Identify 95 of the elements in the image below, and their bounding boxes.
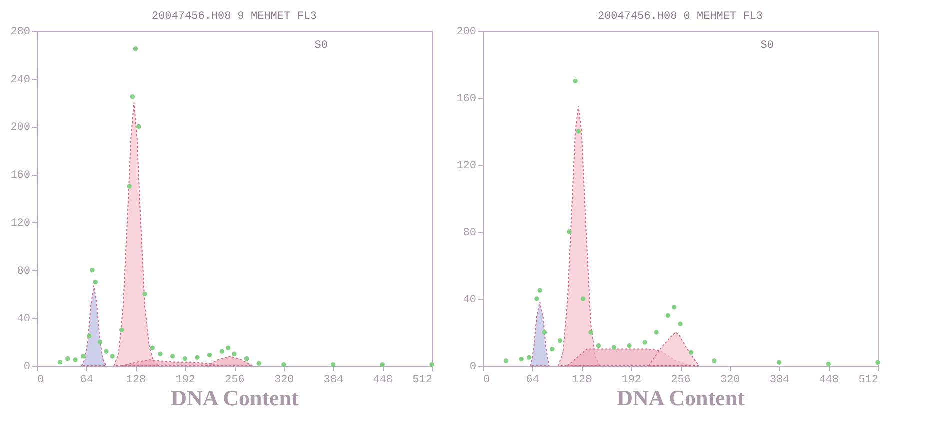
x-tick-label: 256 (225, 374, 245, 386)
point (110, 354, 115, 359)
point (226, 346, 231, 350)
point (330, 362, 336, 368)
point (430, 362, 434, 368)
point (826, 362, 831, 367)
x-tick-label: 512 (412, 374, 432, 386)
x-tick-label: 512 (858, 374, 878, 386)
y-tick-label: 0 (24, 362, 30, 374)
point (256, 361, 262, 366)
y-tick-label: 0 (470, 362, 476, 374)
y-tick-label: 280 (10, 26, 30, 38)
point (244, 356, 250, 362)
point (504, 358, 508, 364)
y-tick-label: 240 (10, 74, 30, 86)
annotation: S0 (760, 40, 774, 52)
x-tick-label: 384 (324, 374, 344, 386)
point (133, 46, 138, 52)
y-tick-label: 80 (17, 266, 30, 278)
x-tick-label: 128 (572, 374, 592, 386)
point (526, 355, 532, 360)
y-tick-label: 160 (10, 170, 30, 182)
y-tick-label: 120 (10, 218, 30, 230)
x-tick-label: 0 (38, 374, 44, 386)
point (142, 292, 148, 297)
point (87, 334, 92, 338)
point (567, 230, 572, 234)
x-axis-title: DNA Content (617, 386, 746, 410)
point (104, 349, 109, 354)
x-tick-label: 448 (373, 374, 394, 386)
point (580, 296, 586, 302)
point (534, 296, 540, 302)
x-tick-label: 256 (671, 374, 691, 386)
point (150, 346, 156, 350)
point (232, 352, 237, 356)
point (66, 356, 70, 362)
point (672, 305, 677, 310)
point (120, 328, 124, 332)
x-tick-label: 320 (274, 374, 294, 386)
point (130, 94, 136, 100)
point (542, 330, 548, 335)
point (642, 340, 648, 345)
y-tick-label: 40 (463, 294, 476, 306)
x-axis-title: DNA Content (171, 386, 300, 410)
point (712, 358, 717, 364)
point (576, 129, 582, 134)
point (596, 344, 602, 348)
x-tick-label: 384 (770, 374, 790, 386)
point (380, 362, 385, 368)
point (688, 350, 694, 355)
annotation: S0 (314, 40, 328, 52)
point (207, 352, 212, 358)
y-tick-label: 200 (10, 122, 30, 134)
x-tick-label: 320 (720, 374, 740, 386)
x-tick-label: 0 (484, 374, 490, 386)
point (538, 288, 542, 293)
x-tick-label: 192 (176, 374, 196, 386)
point (158, 352, 163, 356)
point (58, 360, 62, 365)
x-tick-label: 448 (819, 374, 840, 386)
x-tick-label: 64 (526, 374, 540, 386)
point (573, 78, 578, 84)
point (678, 322, 683, 326)
y-tick-label: 200 (456, 26, 476, 38)
point (282, 362, 286, 368)
point (588, 330, 594, 335)
point (73, 358, 78, 362)
y-tick-label: 40 (17, 314, 30, 326)
x-tick-label: 64 (80, 374, 94, 386)
point (519, 356, 524, 362)
y-tick-label: 120 (456, 160, 476, 172)
y-tick-label: 160 (456, 94, 476, 106)
point (876, 360, 880, 365)
chart-title: 20047456.H08 0 MEHMET FL3 (598, 11, 764, 23)
point (654, 330, 659, 335)
point (776, 360, 782, 365)
point (666, 313, 670, 318)
point (220, 349, 224, 354)
point (195, 355, 200, 360)
point (550, 346, 555, 352)
point (98, 340, 103, 344)
x-tick-label: 192 (622, 374, 642, 386)
point (136, 124, 142, 130)
point (558, 338, 562, 344)
x-tick-label: 128 (126, 374, 146, 386)
point (182, 356, 188, 362)
point (627, 344, 632, 348)
point (170, 354, 176, 359)
point (80, 354, 86, 359)
point (612, 345, 616, 350)
point (127, 184, 132, 189)
point (93, 280, 98, 285)
point (90, 268, 95, 273)
chart-title: 20047456.H08 9 MEHMET FL3 (152, 11, 318, 23)
y-tick-label: 80 (463, 228, 476, 240)
